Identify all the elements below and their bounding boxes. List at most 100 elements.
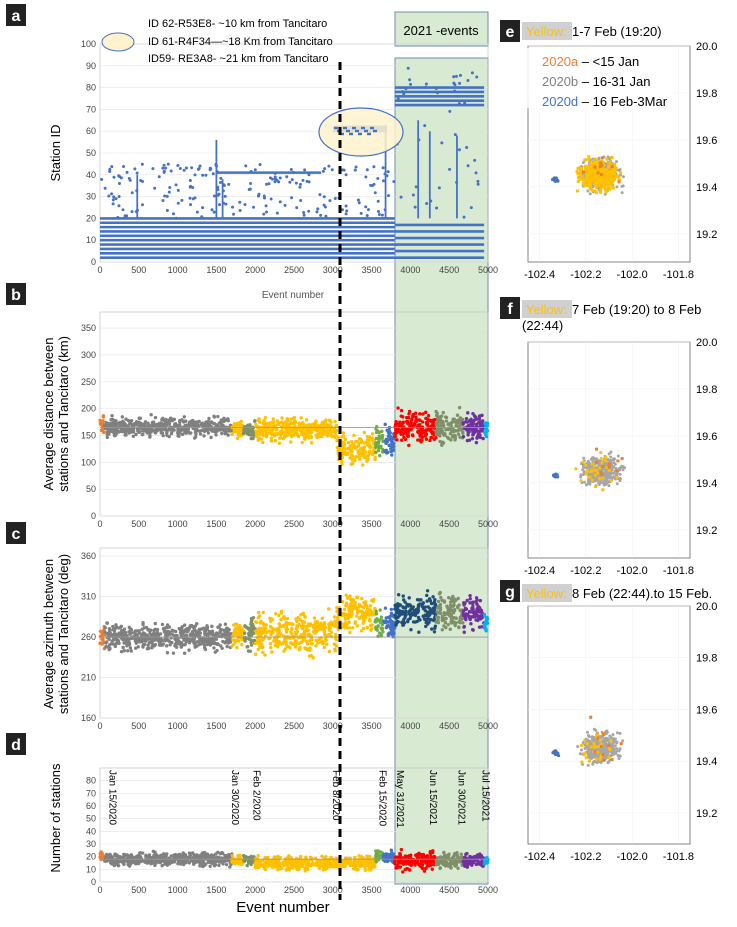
data-point — [110, 414, 114, 418]
data-point — [300, 432, 305, 436]
data-point — [283, 425, 288, 429]
data-point — [262, 196, 266, 200]
data-point — [292, 415, 297, 420]
data-point — [401, 598, 406, 602]
data-point — [374, 442, 378, 447]
data-point — [119, 176, 123, 180]
data-point — [324, 214, 328, 218]
data-point — [373, 191, 377, 195]
data-point — [332, 615, 337, 619]
data-points — [100, 66, 485, 259]
data-point — [211, 631, 215, 635]
data-point — [284, 643, 289, 647]
data-point — [174, 645, 179, 649]
data-point — [249, 428, 254, 433]
data-point — [134, 861, 138, 865]
data-point — [141, 642, 146, 647]
data-point — [365, 438, 370, 442]
data-point — [399, 847, 404, 852]
data-point — [347, 860, 351, 864]
data-point — [121, 208, 125, 212]
data-point — [394, 421, 398, 426]
data-point — [182, 630, 186, 634]
data-point — [340, 445, 345, 449]
data-point — [329, 420, 333, 424]
data-point — [401, 606, 406, 610]
data-point — [473, 430, 477, 434]
data-point — [283, 203, 287, 207]
data-point — [471, 433, 475, 437]
data-point — [333, 430, 338, 435]
data-point — [427, 613, 432, 617]
data-point — [406, 66, 410, 70]
data-point — [348, 630, 352, 635]
data-point — [168, 642, 172, 647]
data-point — [202, 434, 206, 438]
data-point — [399, 861, 404, 865]
data-point — [267, 629, 271, 633]
data-point — [468, 423, 472, 428]
data-point — [367, 451, 372, 455]
data-point — [268, 616, 272, 621]
data-point — [335, 438, 339, 443]
data-point — [268, 176, 272, 180]
data-point — [122, 165, 126, 169]
data-point — [150, 861, 154, 865]
data-point — [165, 651, 170, 655]
data-point — [297, 622, 301, 627]
panel-letter-a: a — [6, 4, 26, 26]
data-point — [148, 433, 152, 438]
data-point — [347, 620, 351, 624]
data-point — [474, 611, 478, 615]
data-point — [201, 206, 205, 210]
events-2021-band — [394, 57, 489, 885]
data-point — [461, 621, 465, 625]
data-point — [191, 197, 195, 201]
data-point — [103, 186, 107, 190]
data-point — [446, 622, 450, 627]
data-point — [481, 419, 485, 423]
data-point — [415, 597, 420, 602]
data-point — [289, 417, 293, 421]
data-point — [325, 430, 330, 434]
data-point — [129, 418, 134, 423]
data-point — [475, 602, 479, 606]
data-point — [312, 629, 316, 634]
data-point — [430, 435, 434, 440]
data-point — [113, 644, 118, 649]
data-point — [403, 867, 407, 872]
data-point — [238, 208, 242, 212]
data-point — [457, 625, 461, 630]
data-point — [420, 602, 425, 606]
data-point — [446, 606, 450, 611]
data-point — [144, 429, 148, 433]
data-point — [408, 78, 412, 82]
data-point — [356, 198, 360, 202]
data-point — [176, 188, 180, 192]
data-point — [362, 445, 367, 449]
data-point — [160, 864, 164, 868]
data-point — [305, 648, 309, 652]
data-point — [335, 445, 340, 450]
data-point — [436, 610, 440, 615]
data-point — [332, 427, 336, 431]
data-point — [291, 622, 295, 627]
x-tick-label: 2000 — [245, 885, 265, 895]
data-point — [380, 626, 385, 631]
data-point — [149, 413, 153, 417]
data-point — [231, 205, 235, 209]
data-point — [246, 644, 250, 649]
data-point — [425, 854, 430, 858]
data-point — [462, 603, 466, 607]
data-point — [305, 434, 309, 438]
data-point — [307, 180, 311, 184]
data-point — [247, 187, 251, 191]
data-point — [377, 631, 382, 635]
data-point — [187, 861, 192, 865]
data-point — [398, 609, 402, 613]
data-point — [469, 419, 473, 423]
data-point — [193, 435, 198, 439]
data-point — [109, 429, 113, 433]
data-point — [417, 630, 421, 634]
